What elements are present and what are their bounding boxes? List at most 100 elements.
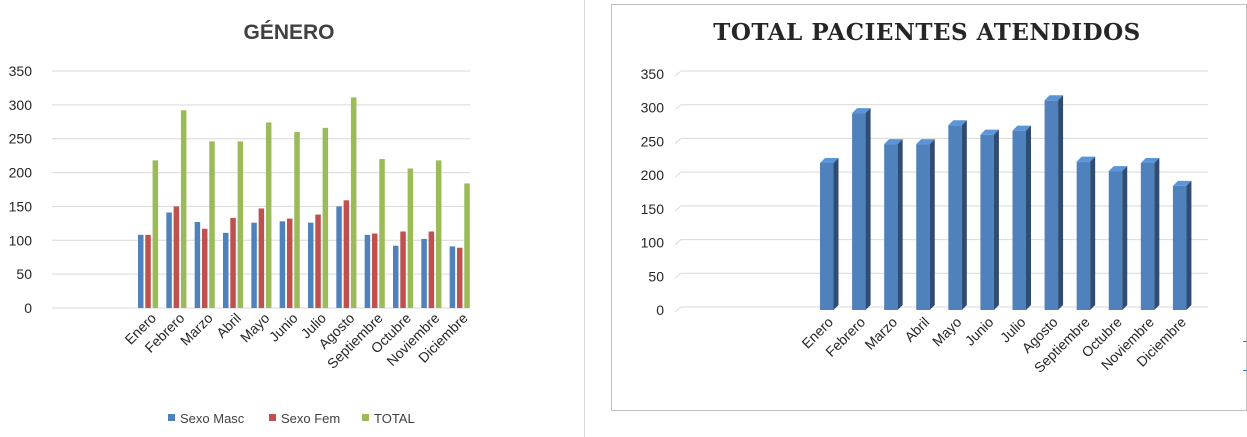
bar xyxy=(1012,130,1026,310)
bar xyxy=(884,144,898,310)
bar xyxy=(343,200,350,308)
gridline-edge xyxy=(674,239,682,245)
gridline-edge xyxy=(674,306,682,313)
bar xyxy=(1044,100,1059,310)
bar-side-face xyxy=(1154,158,1160,310)
bar xyxy=(322,127,329,308)
bar-top-face xyxy=(1172,180,1192,186)
bar xyxy=(449,246,456,308)
x-category-label: Junio xyxy=(962,314,997,349)
bar xyxy=(180,110,187,308)
y-tick-label: 100 xyxy=(9,232,33,248)
y-tick-label: 300 xyxy=(641,100,665,116)
edge-mark xyxy=(1243,341,1247,342)
bar xyxy=(315,214,321,308)
bar xyxy=(152,160,159,308)
gridline-edge xyxy=(674,138,682,144)
bar-top-face xyxy=(1076,156,1096,162)
y-tick-label: 50 xyxy=(648,268,664,284)
bar xyxy=(980,134,994,310)
bar xyxy=(1108,171,1123,310)
bar xyxy=(1172,185,1187,310)
bar-side-face xyxy=(897,139,903,310)
bar xyxy=(435,160,442,308)
bar xyxy=(852,113,866,310)
y-tick-label: 200 xyxy=(9,165,33,181)
x-category-label: Mayo xyxy=(237,310,273,346)
bar xyxy=(379,159,385,308)
bar xyxy=(265,122,272,308)
bar-top-face xyxy=(1012,125,1031,131)
total-chart-title: TOTAL PACIENTES ATENDIDOS xyxy=(713,19,1140,46)
bar xyxy=(1076,161,1091,310)
bar xyxy=(400,231,406,308)
bar xyxy=(138,234,144,308)
y-tick-label: 0 xyxy=(24,300,32,316)
bar xyxy=(279,221,286,308)
bar xyxy=(1140,163,1155,310)
bar-top-face xyxy=(852,108,871,114)
legend-swatch xyxy=(168,414,175,421)
gridline-edge xyxy=(674,205,682,212)
bar xyxy=(145,234,151,308)
y-tick-label: 100 xyxy=(641,235,665,251)
bar xyxy=(209,141,215,308)
bar xyxy=(820,163,834,310)
y-tick-label: 350 xyxy=(641,66,665,82)
bar-side-face xyxy=(833,158,839,310)
bar-side-face xyxy=(1122,166,1128,310)
bar xyxy=(201,228,208,308)
bar xyxy=(364,234,371,308)
x-category-label: Mayo xyxy=(929,314,965,350)
y-tick-label: 0 xyxy=(656,302,664,318)
x-category-label: Marzo xyxy=(861,314,900,353)
total-chart: TOTAL PACIENTES ATENDIDOS 0 50 100 150 200 25… xyxy=(641,19,1208,376)
bar xyxy=(166,212,172,308)
genero-chart-panel: GÉNERO 0 50 100 150 200 250 300 350 Enero Febrero… xyxy=(0,0,585,437)
gridline-edge xyxy=(674,272,682,279)
legend-label: Sexo Fem xyxy=(281,411,340,426)
bar xyxy=(393,245,399,308)
bar xyxy=(371,233,378,308)
x-category-label: Junio xyxy=(266,310,301,345)
y-tick-label: 250 xyxy=(9,131,33,147)
y-tick-label: 200 xyxy=(641,167,665,183)
bar-top-face xyxy=(916,139,935,145)
bar xyxy=(916,144,930,310)
genero-chart: GÉNERO 050100150200250300350EneroFebrero… xyxy=(9,21,471,426)
bar xyxy=(428,231,435,308)
bar-top-face xyxy=(948,120,967,126)
bar xyxy=(194,222,201,308)
bar-top-face xyxy=(1140,158,1160,164)
x-category-label: Abril xyxy=(901,314,932,345)
bar xyxy=(350,97,357,308)
gridline-edge xyxy=(674,70,682,77)
legend-label: Sexo Masc xyxy=(180,411,245,426)
y-tick-label: 250 xyxy=(641,133,665,149)
y-tick-label: 50 xyxy=(16,266,32,282)
bar xyxy=(230,217,236,308)
bar xyxy=(948,125,962,310)
y-tick-label: 350 xyxy=(9,63,33,79)
legend-swatch xyxy=(269,414,276,421)
y-tick-label: 150 xyxy=(641,201,665,217)
bar-side-face xyxy=(929,139,935,310)
bar-side-face xyxy=(1058,95,1064,310)
bar xyxy=(286,218,293,308)
bar xyxy=(173,206,180,308)
legend-label: TOTAL xyxy=(374,411,415,426)
bar-top-face xyxy=(884,139,903,145)
bar-side-face xyxy=(1026,125,1031,310)
bar-side-face xyxy=(1090,156,1096,310)
bar xyxy=(237,141,244,308)
bar xyxy=(336,206,342,308)
bar xyxy=(456,247,463,308)
bar-top-face xyxy=(980,129,999,135)
bar-top-face xyxy=(1044,95,1064,101)
genero-chart-title: GÉNERO xyxy=(243,21,334,44)
bar-side-face xyxy=(1186,180,1192,310)
gridline-edge xyxy=(674,171,682,178)
bar xyxy=(258,208,265,308)
x-category-label: Marzo xyxy=(177,310,216,349)
gridline-edge xyxy=(674,104,682,111)
